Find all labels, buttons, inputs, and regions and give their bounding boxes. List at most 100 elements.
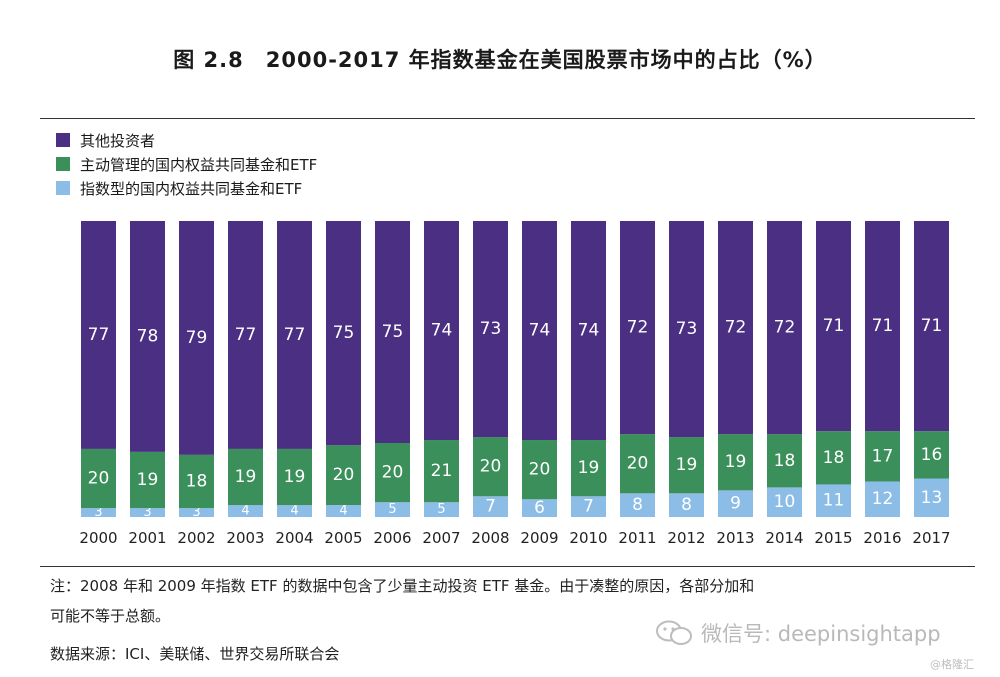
footnote-line-2: 可能不等于总额。 — [50, 607, 171, 625]
x-tick-label-2017: 2017 — [912, 529, 950, 547]
data-label-2000-s2: 77 — [88, 325, 110, 345]
data-label-2011-s2: 72 — [627, 318, 649, 338]
data-label-2016-s0: 12 — [872, 489, 894, 509]
bar-segment-2011-s2 — [620, 221, 655, 435]
bar-segment-2008-s0 — [473, 496, 508, 517]
bar-segment-2002-s2 — [179, 221, 214, 455]
bar-segment-2016-s0 — [865, 481, 900, 517]
x-tick-label-2005: 2005 — [324, 529, 362, 547]
bar-segment-2009-s2 — [522, 221, 557, 441]
bar-segment-2017-s0 — [914, 478, 949, 517]
bar-segment-2006-s0 — [375, 502, 410, 517]
watermark-corner: @格隆汇 — [930, 658, 974, 671]
bar-segment-2001-s0 — [130, 508, 165, 517]
x-tick-label-2004: 2004 — [275, 529, 313, 547]
bar-segment-2005-s2 — [326, 221, 361, 446]
data-label-2006-s0: 5 — [388, 502, 396, 517]
x-tick-label-2014: 2014 — [765, 529, 803, 547]
bar-segment-2006-s2 — [375, 221, 410, 443]
data-label-2008-s0: 7 — [485, 497, 496, 517]
data-label-2005-s0: 4 — [339, 504, 347, 519]
bar-segment-2010-s1 — [571, 440, 606, 497]
data-label-2013-s2: 72 — [725, 318, 747, 338]
bar-segment-2008-s1 — [473, 437, 508, 497]
legend-swatch-index-funds — [56, 181, 70, 195]
data-label-2013-s1: 19 — [725, 452, 747, 472]
data-label-2005-s1: 20 — [333, 465, 355, 485]
data-label-2005-s2: 75 — [333, 323, 355, 343]
data-label-2003-s2: 77 — [235, 325, 257, 345]
data-label-2003-s1: 19 — [235, 467, 257, 487]
footnote-line-1: 注：2008 年和 2009 年指数 ETF 的数据中包含了少量主动投资 ETF… — [50, 577, 755, 595]
data-label-2015-s0: 11 — [823, 491, 845, 511]
bar-segment-2014-s0 — [767, 487, 802, 517]
data-label-2014-s0: 10 — [774, 492, 796, 512]
bar-segment-2009-s0 — [522, 499, 557, 517]
data-label-2014-s2: 72 — [774, 318, 796, 338]
stacked-bar-chart: 3207720003197820013187920024197720034197… — [79, 221, 951, 547]
legend-label-active-funds: 主动管理的国内权益共同基金和ETF — [80, 155, 318, 174]
bar-segment-2013-s1 — [718, 434, 753, 491]
data-label-2008-s2: 73 — [480, 319, 502, 339]
bar-segment-2000-s2 — [81, 221, 116, 449]
bar-segment-2017-s1 — [914, 431, 949, 479]
x-tick-label-2006: 2006 — [373, 529, 411, 547]
bar-segment-2013-s0 — [718, 490, 753, 517]
data-label-2003-s0: 4 — [241, 504, 249, 519]
data-label-2010-s0: 7 — [583, 497, 594, 517]
data-label-2004-s0: 4 — [290, 504, 298, 519]
data-label-2009-s1: 20 — [529, 460, 551, 480]
x-tick-label-2008: 2008 — [471, 529, 509, 547]
bar-segment-2003-s0 — [228, 505, 263, 517]
legend: 其他投资者 主动管理的国内权益共同基金和ETF 指数型的国内权益共同基金和ETF — [56, 128, 317, 200]
data-label-2010-s2: 74 — [578, 321, 600, 341]
data-label-2008-s1: 20 — [480, 457, 502, 477]
legend-swatch-other-investors — [56, 133, 70, 147]
wechat-icon — [656, 620, 692, 645]
bar-segment-2010-s0 — [571, 496, 606, 517]
data-label-2007-s2: 74 — [431, 321, 453, 341]
bar-segment-2009-s1 — [522, 440, 557, 500]
bar-segment-2004-s1 — [277, 448, 312, 506]
data-label-2004-s1: 19 — [284, 467, 306, 487]
x-tick-label-2012: 2012 — [667, 529, 705, 547]
data-label-2000-s1: 20 — [88, 469, 110, 489]
bar-segment-2002-s1 — [179, 454, 214, 509]
bar-segment-2007-s1 — [424, 440, 459, 503]
bar-segment-2005-s1 — [326, 445, 361, 506]
x-tick-label-2013: 2013 — [716, 529, 754, 547]
bar-segment-2015-s1 — [816, 431, 851, 485]
x-tick-label-2011: 2011 — [618, 529, 656, 547]
data-label-2009-s2: 74 — [529, 321, 551, 341]
data-label-2012-s1: 19 — [676, 455, 698, 475]
data-label-2002-s2: 79 — [186, 328, 208, 348]
x-tick-label-2001: 2001 — [128, 529, 166, 547]
bar-segment-2016-s1 — [865, 431, 900, 482]
legend-item-active-funds: 主动管理的国内权益共同基金和ETF — [56, 152, 317, 176]
legend-item-index-funds: 指数型的国内权益共同基金和ETF — [56, 176, 317, 200]
x-tick-label-2010: 2010 — [569, 529, 607, 547]
data-label-2001-s0: 3 — [143, 505, 151, 520]
watermark-text: 微信号: deepinsightapp — [701, 622, 941, 646]
bar-segment-2011-s0 — [620, 493, 655, 517]
bar-segment-2006-s1 — [375, 443, 410, 503]
chart-title: 图 2.8 2000-2017 年指数基金在美国股票市场中的占比（%） — [173, 48, 827, 72]
bar-segment-2011-s1 — [620, 434, 655, 494]
data-label-2006-s2: 75 — [382, 322, 404, 342]
data-label-2010-s1: 19 — [578, 458, 600, 478]
data-label-2002-s0: 3 — [192, 505, 200, 520]
data-label-2016-s1: 17 — [872, 446, 894, 466]
bar-segment-2012-s1 — [669, 437, 704, 494]
bar-segment-2013-s2 — [718, 221, 753, 435]
data-source: 数据来源：ICI、美联储、世界交易所联合会 — [50, 645, 340, 663]
x-tick-label-2007: 2007 — [422, 529, 460, 547]
bar-segment-2002-s0 — [179, 508, 214, 517]
bar-segment-2017-s2 — [914, 221, 949, 432]
bar-segment-2001-s2 — [130, 221, 165, 452]
bar-segment-2016-s2 — [865, 221, 900, 432]
x-tick-label-2009: 2009 — [520, 529, 558, 547]
data-label-2015-s1: 18 — [823, 448, 845, 468]
legend-item-other-investors: 其他投资者 — [56, 128, 317, 152]
data-label-2001-s1: 19 — [137, 470, 159, 490]
legend-label-other-investors: 其他投资者 — [80, 131, 156, 150]
